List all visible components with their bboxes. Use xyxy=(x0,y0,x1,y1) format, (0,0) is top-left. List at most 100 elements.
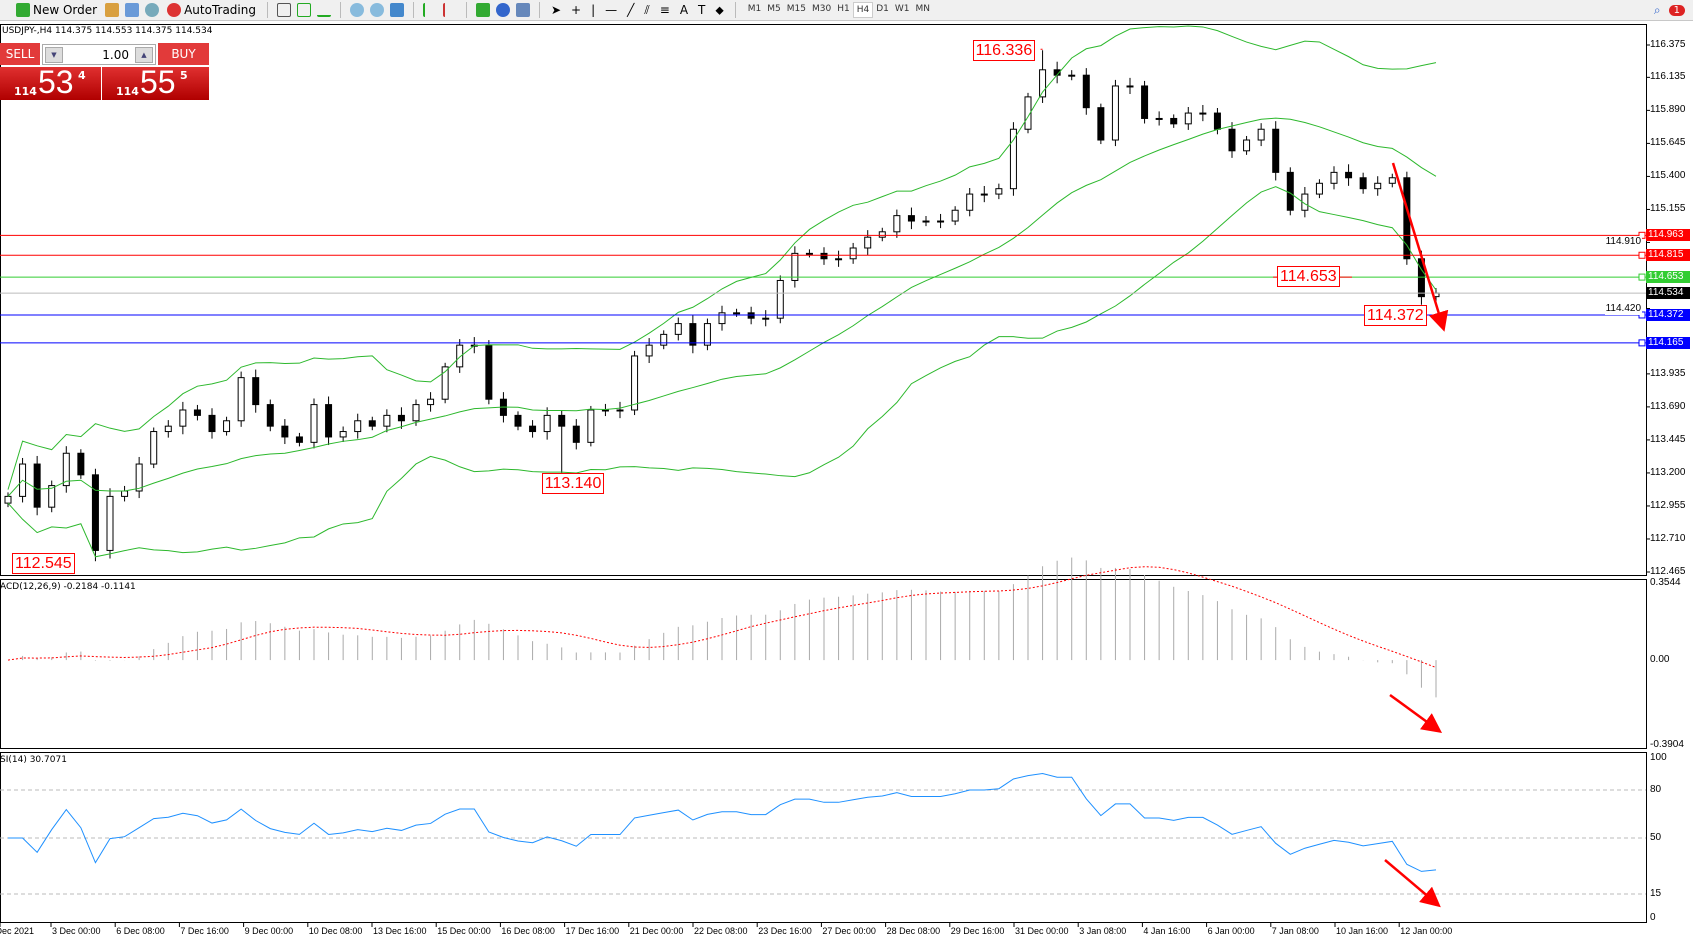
chart-window[interactable] xyxy=(0,24,1693,944)
toolbar-separator xyxy=(734,2,736,18)
price-axis-label: 112.955 xyxy=(1650,499,1686,511)
timeframe-m1[interactable]: M1 xyxy=(747,4,762,14)
price-annotation: 114.372 xyxy=(1364,304,1427,326)
chart-shift-icon[interactable] xyxy=(442,3,457,17)
equidistant-channel-icon[interactable]: ⫽ xyxy=(644,2,650,17)
time-axis-label: 28 Dec 08:00 xyxy=(886,926,941,936)
bullish-candle xyxy=(1330,171,1338,184)
bullish-candle xyxy=(951,209,959,222)
signals-icon[interactable] xyxy=(145,3,160,17)
market-watch-icon[interactable] xyxy=(105,3,120,17)
periods-clock-icon[interactable] xyxy=(495,3,510,17)
bullish-candle xyxy=(660,333,668,346)
line-chart-icon[interactable] xyxy=(316,3,331,17)
indicators-icon[interactable] xyxy=(475,3,490,17)
one-click-trading-panel: SELL ▼ 1.00 ▲ BUY 114 53 4 114 55 5 xyxy=(0,43,209,100)
price-axis-label: 113.935 xyxy=(1650,367,1686,379)
level-handle xyxy=(1638,311,1646,319)
bollinger-upper xyxy=(7,25,1437,490)
arrows-icon[interactable]: ⬥ xyxy=(715,2,724,17)
toolbar: New Order AutoTrading ➤ + | — ╱ ⫽ ≡ A T … xyxy=(0,0,1693,21)
sell-button[interactable]: SELL xyxy=(0,43,40,65)
bullish-candle xyxy=(791,252,799,281)
zoom-out-icon[interactable] xyxy=(369,3,384,17)
toolbar-separator xyxy=(465,2,467,18)
price-axis-label: 114.910 xyxy=(1604,236,1642,249)
lot-decrease-button[interactable]: ▼ xyxy=(45,47,63,63)
tile-windows-icon[interactable] xyxy=(389,3,404,17)
notification-badge[interactable]: 1 xyxy=(1668,4,1685,16)
bearish-candle xyxy=(514,414,522,427)
timeframe-mn[interactable]: MN xyxy=(915,4,931,14)
bullish-candle xyxy=(179,409,187,427)
timeframe-m5[interactable]: M5 xyxy=(767,4,781,14)
timeframe-d1[interactable]: D1 xyxy=(876,4,889,14)
bullish-candle xyxy=(1184,112,1192,125)
price-axis-label: 112.710 xyxy=(1650,532,1686,544)
cursor-icon[interactable]: ➤ xyxy=(550,3,562,17)
lot-increase-button[interactable]: ▲ xyxy=(135,47,153,63)
price-level-tag: 114.165 xyxy=(1646,336,1690,349)
macd-axis-label: 0.00 xyxy=(1650,654,1670,666)
time-axis-label: 29 Dec 16:00 xyxy=(950,926,1005,936)
chart-canvas[interactable] xyxy=(0,24,1693,944)
bullish-candle xyxy=(1257,128,1265,141)
level-handle xyxy=(1638,231,1646,239)
time-axis-label: 6 Jan 00:00 xyxy=(1207,926,1255,936)
timeframe-h1[interactable]: H1 xyxy=(837,4,850,14)
bollinger-middle xyxy=(7,117,1437,497)
bullish-candle xyxy=(150,431,158,465)
zoom-in-icon[interactable] xyxy=(349,3,364,17)
time-axis-label: 31 Dec 00:00 xyxy=(1015,926,1069,936)
bullish-candle xyxy=(587,409,595,443)
time-axis-label: 21 Dec 00:00 xyxy=(629,926,684,936)
templates-icon[interactable] xyxy=(515,3,530,17)
price-axis-label: 116.375 xyxy=(1650,39,1686,50)
crosshair-icon[interactable]: + xyxy=(571,3,582,17)
vertical-line-icon[interactable]: | xyxy=(591,3,596,17)
horizontal-line-icon[interactable]: — xyxy=(605,3,618,17)
candlestick-icon[interactable] xyxy=(296,3,311,17)
fibonacci-icon[interactable]: ≡ xyxy=(659,3,670,17)
bearish-candle xyxy=(208,414,216,433)
timeframe-m15[interactable]: M15 xyxy=(786,4,806,14)
ask-fraction: 5 xyxy=(180,69,188,82)
ask-price-button[interactable]: 114 55 5 xyxy=(102,64,209,100)
bullish-candle xyxy=(4,495,12,504)
bullish-candle xyxy=(762,317,770,320)
time-axis-label: 3 Dec 00:00 xyxy=(52,926,101,936)
new-order-button[interactable]: New Order xyxy=(14,1,99,20)
chart-info: USDJPY-,H4 114.375 114.553 114.375 114.5… xyxy=(2,26,213,36)
bearish-candle xyxy=(266,404,274,427)
price-level-tag: 114.372 xyxy=(1646,308,1690,321)
bid-price-button[interactable]: 114 53 4 xyxy=(0,64,101,100)
timeframe-bar: M1 M5 M15 M30 H1 H4 D1 W1 MN xyxy=(745,2,933,18)
price-axis-label: 115.890 xyxy=(1650,104,1686,116)
text-label-icon[interactable]: T xyxy=(698,3,706,17)
trendline-icon[interactable]: ╱ xyxy=(627,3,635,17)
macd-pane-frame xyxy=(0,579,1647,749)
time-axis-label: 12 Jan 00:00 xyxy=(1400,926,1453,936)
autotrading-button[interactable]: AutoTrading xyxy=(165,1,258,20)
time-axis-label: 4 Jan 16:00 xyxy=(1143,926,1191,936)
price-annotation: 112.545 xyxy=(12,553,75,575)
lot-value: 1.00 xyxy=(102,48,129,62)
timeframe-w1[interactable]: W1 xyxy=(894,4,910,14)
bearish-candle xyxy=(295,436,303,443)
buy-button[interactable]: BUY xyxy=(158,43,209,65)
time-axis-label: 7 Jan 08:00 xyxy=(1271,926,1319,936)
price-annotation: 113.140 xyxy=(541,473,605,495)
bullish-candle xyxy=(339,431,347,438)
bearish-candle xyxy=(1359,177,1367,190)
text-icon[interactable]: A xyxy=(679,3,689,17)
bar-chart-icon[interactable] xyxy=(276,3,291,17)
navigator-icon[interactable] xyxy=(125,3,140,17)
macd-label: ACD(12,26,9) -0.2184 -0.1141 xyxy=(0,582,136,592)
bullish-candle xyxy=(835,258,843,261)
lot-size-input[interactable]: ▼ 1.00 ▲ xyxy=(42,44,156,65)
timeframe-m30[interactable]: M30 xyxy=(812,4,832,14)
bullish-candle xyxy=(718,312,726,325)
search-icon[interactable]: ⌕ xyxy=(1653,2,1661,17)
autoscroll-icon[interactable] xyxy=(422,3,437,17)
timeframe-h4[interactable]: H4 xyxy=(852,2,874,18)
